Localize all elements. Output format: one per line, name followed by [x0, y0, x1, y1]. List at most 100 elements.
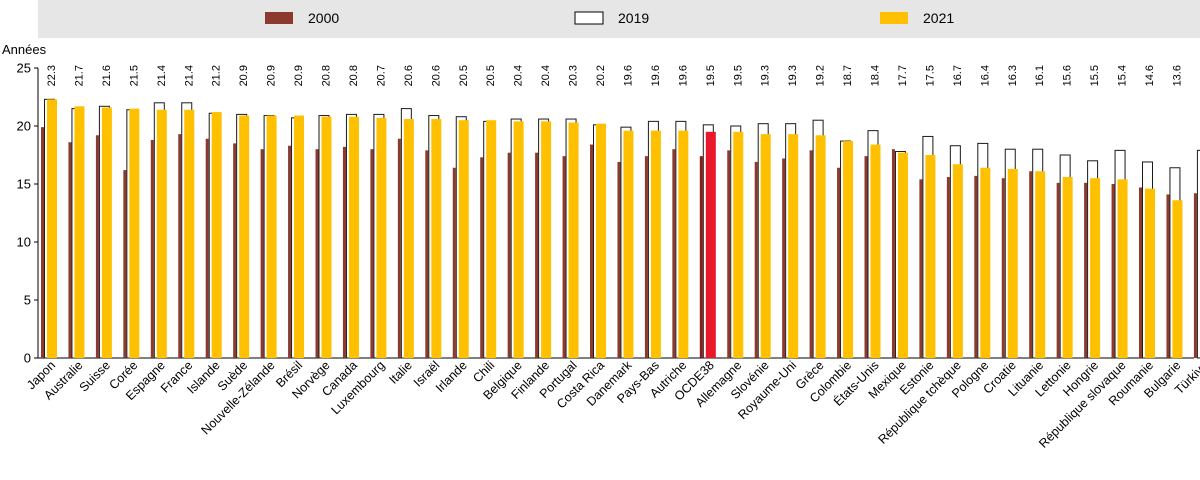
bar-2021 [650, 130, 661, 358]
bar-2021 [980, 167, 991, 358]
data-label: 21.7 [73, 65, 85, 86]
data-label: 22.3 [46, 65, 58, 86]
data-label: 19.3 [787, 65, 799, 86]
bar-2000 [41, 127, 44, 358]
bar-2021 [74, 106, 85, 358]
bar-2021 [184, 109, 195, 358]
bar-2021 [1117, 179, 1128, 358]
bar-2021 [623, 130, 634, 358]
bar-2021 [321, 116, 332, 358]
data-label: 21.4 [183, 65, 195, 86]
bar-2021 [952, 164, 963, 358]
data-label: 16.4 [979, 65, 991, 86]
data-label: 15.5 [1089, 65, 1101, 86]
y-tick-label: 0 [24, 351, 31, 366]
y-tick-label: 5 [24, 293, 31, 308]
bar-2021 [870, 144, 881, 358]
bar-2000 [617, 161, 621, 358]
data-label: 21.4 [156, 65, 168, 86]
data-label: 15.4 [1117, 65, 1129, 86]
bar-2021 [101, 107, 112, 358]
data-label: 21.2 [211, 65, 223, 86]
legend: 2000 2019 2021 [265, 10, 954, 26]
data-label: 20.4 [513, 65, 525, 86]
bar-2000 [1056, 182, 1060, 358]
bar-2021 [513, 121, 524, 358]
bar-2000 [68, 142, 72, 358]
bar-2000 [946, 177, 950, 358]
bar-2000 [672, 149, 676, 358]
bar-2021 [266, 115, 277, 358]
data-label: 19.6 [622, 65, 634, 86]
data-label: 21.6 [101, 65, 113, 86]
legend-swatch [265, 12, 293, 24]
bar-2000 [315, 149, 319, 358]
bar-2021 [486, 120, 497, 358]
bar-2000 [1029, 171, 1033, 358]
data-label: 19.6 [650, 65, 662, 86]
bar-2021 [705, 131, 716, 358]
legend-band [38, 0, 1200, 38]
data-label: 20.9 [266, 65, 278, 86]
bar-2021 [733, 131, 744, 358]
bar-2021 [1007, 168, 1018, 358]
bar-2021 [815, 135, 826, 358]
data-label: 20.8 [348, 65, 360, 86]
category-label: Suisse [77, 358, 113, 394]
bar-2021 [431, 119, 442, 358]
data-label: 16.1 [1034, 65, 1046, 86]
data-label: 13.6 [1171, 65, 1183, 86]
bar-2000 [699, 156, 703, 358]
bar-2000 [590, 144, 593, 358]
category-label: Irlande [433, 358, 470, 395]
bar-2000 [123, 170, 127, 358]
bar-2000 [974, 175, 978, 358]
data-label: 19.2 [815, 65, 827, 86]
data-label: 17.7 [897, 65, 909, 86]
bar-2000 [727, 150, 731, 358]
data-label: 20.6 [403, 65, 415, 86]
bar-2021 [348, 116, 359, 358]
bar-2000 [370, 149, 374, 358]
bar-2000 [288, 145, 292, 358]
data-label: 14.6 [1144, 65, 1156, 86]
bar-2021 [47, 99, 57, 358]
bar-2000 [260, 149, 264, 358]
bar-2021 [129, 108, 140, 358]
bar-2021 [156, 109, 167, 358]
data-label: 16.7 [952, 65, 964, 86]
bar-2000 [919, 179, 923, 358]
data-label: 19.6 [677, 65, 689, 86]
data-label: 16.3 [1007, 65, 1019, 86]
bar-2000 [397, 138, 401, 358]
bar-2021 [239, 115, 250, 358]
data-label: 20.9 [238, 65, 250, 86]
bar-2000 [1193, 193, 1197, 358]
bar-2000 [1166, 194, 1170, 358]
data-labels: 22.3 21.7 21.6 21.5 21.4 21.4 21.2 20.9 20.9 20.9… [46, 65, 1183, 86]
data-label: 15.6 [1062, 65, 1074, 86]
bar-2000 [1111, 184, 1115, 358]
data-label: 20.5 [458, 65, 470, 86]
bar-2021 [1172, 200, 1183, 358]
bar-2000 [178, 134, 182, 358]
data-label: 20.9 [293, 65, 305, 86]
legend-label: 2000 [308, 10, 339, 26]
bar-2000 [891, 149, 895, 358]
bar-2000 [425, 150, 429, 358]
data-label: 20.4 [540, 65, 552, 86]
bar-2021 [294, 115, 305, 358]
legend-label: 2021 [923, 10, 954, 26]
data-label: 19.5 [732, 65, 744, 86]
bar-2000 [1001, 178, 1005, 358]
bar-2000 [342, 146, 346, 358]
data-label: 18.4 [870, 65, 882, 86]
data-label: 20.3 [568, 65, 580, 86]
bar-2000 [150, 139, 154, 358]
bar-2000 [452, 167, 456, 358]
bar-2000 [507, 152, 511, 358]
bar-2021 [403, 119, 414, 358]
bar-2021 [596, 123, 606, 359]
